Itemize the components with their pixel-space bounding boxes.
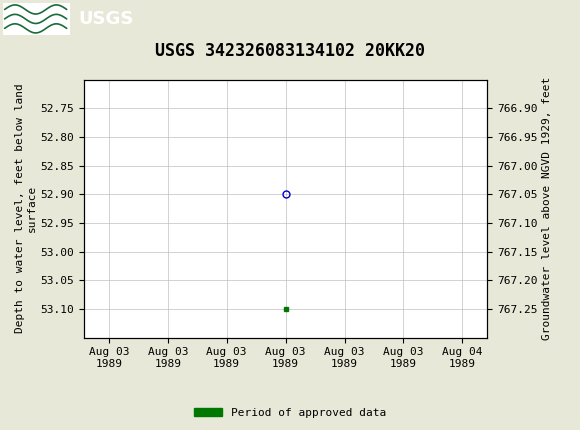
- Text: USGS: USGS: [78, 10, 133, 28]
- Text: USGS 342326083134102 20KK20: USGS 342326083134102 20KK20: [155, 42, 425, 60]
- Y-axis label: Depth to water level, feet below land
surface: Depth to water level, feet below land su…: [15, 84, 37, 333]
- Bar: [3, 3, 70, 35]
- Legend: Period of approved data: Period of approved data: [190, 403, 390, 422]
- Y-axis label: Groundwater level above NGVD 1929, feet: Groundwater level above NGVD 1929, feet: [542, 77, 552, 340]
